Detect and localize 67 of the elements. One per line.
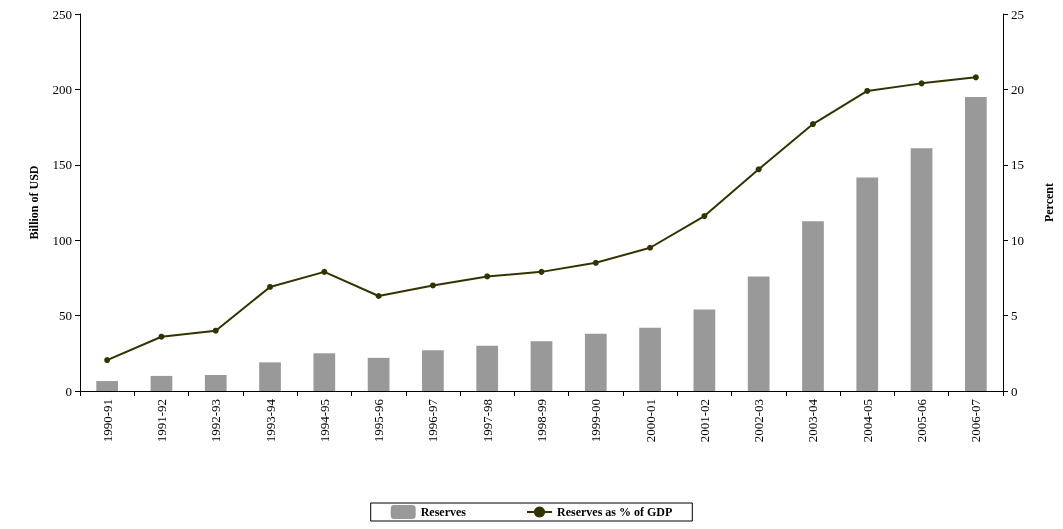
bar <box>422 350 444 391</box>
legend-label: Reserves as % of GDP <box>557 505 673 519</box>
bar <box>259 362 281 391</box>
y-axis-title: Billion of USD <box>27 165 41 240</box>
y2-axis-title: Percent <box>1042 182 1056 223</box>
point <box>647 244 654 251</box>
legend-label: Reserves <box>420 505 467 519</box>
point <box>321 268 328 275</box>
x-tick-label: 1994-95 <box>316 399 332 443</box>
bar <box>747 276 770 391</box>
point <box>809 121 816 128</box>
bar <box>639 327 661 391</box>
point <box>701 213 708 220</box>
y2-tick-label: 0 <box>1011 383 1018 399</box>
x-tick-label: 1990-91 <box>99 399 115 443</box>
point <box>158 333 165 340</box>
y2-tick-label: 5 <box>1011 308 1018 324</box>
bar <box>96 381 119 391</box>
point <box>918 80 925 87</box>
y2-tick-label: 10 <box>1011 232 1024 248</box>
x-tick-label: 1992-93 <box>208 399 224 443</box>
point <box>755 166 762 173</box>
point <box>972 74 979 81</box>
point <box>104 357 111 364</box>
bar <box>910 148 933 391</box>
x-tick-label: 2001-02 <box>696 399 712 443</box>
y-tick-label: 50 <box>59 308 72 324</box>
point <box>864 87 871 94</box>
bar <box>693 309 716 391</box>
point <box>592 259 599 266</box>
bar <box>964 96 987 391</box>
x-tick-label: 1999-00 <box>588 399 604 443</box>
point <box>212 327 219 334</box>
x-tick-label: 2002-03 <box>751 399 767 443</box>
point <box>538 268 545 275</box>
x-tick-label: 1991-92 <box>153 399 169 443</box>
x-tick-label: 1996-97 <box>425 398 441 443</box>
x-tick-label: 1997-98 <box>479 399 495 443</box>
point <box>267 283 274 290</box>
bar <box>584 333 607 391</box>
y-tick-label: 250 <box>52 6 72 22</box>
point <box>375 293 382 299</box>
x-tick-label: 2004-05 <box>859 399 875 443</box>
x-tick-label: 1998-99 <box>534 399 549 443</box>
bar <box>802 221 824 391</box>
x-tick-label: 2005-06 <box>914 398 930 443</box>
bar <box>204 375 227 391</box>
y2-tick-label: 20 <box>1011 81 1024 97</box>
point <box>429 282 436 289</box>
y2-tick-label: 25 <box>1011 6 1024 22</box>
bar <box>476 345 499 391</box>
x-tick-label: 2003-04 <box>805 398 821 443</box>
y-tick-label: 0 <box>65 383 72 399</box>
x-tick-label: 1993-94 <box>262 398 278 443</box>
bar <box>313 353 336 391</box>
bar <box>367 357 390 391</box>
bar <box>530 341 553 391</box>
x-tick-label: 2006-07 <box>968 398 984 443</box>
y-tick-label: 150 <box>52 157 72 173</box>
y2-tick-label: 15 <box>1011 157 1024 173</box>
bar <box>150 375 173 391</box>
y-tick-label: 200 <box>52 81 72 97</box>
x-tick-label: 1995-96 <box>371 398 387 443</box>
point <box>484 273 491 280</box>
y-tick-label: 100 <box>52 232 72 248</box>
bar <box>856 177 879 391</box>
x-tick-label: 2000-01 <box>642 399 658 443</box>
